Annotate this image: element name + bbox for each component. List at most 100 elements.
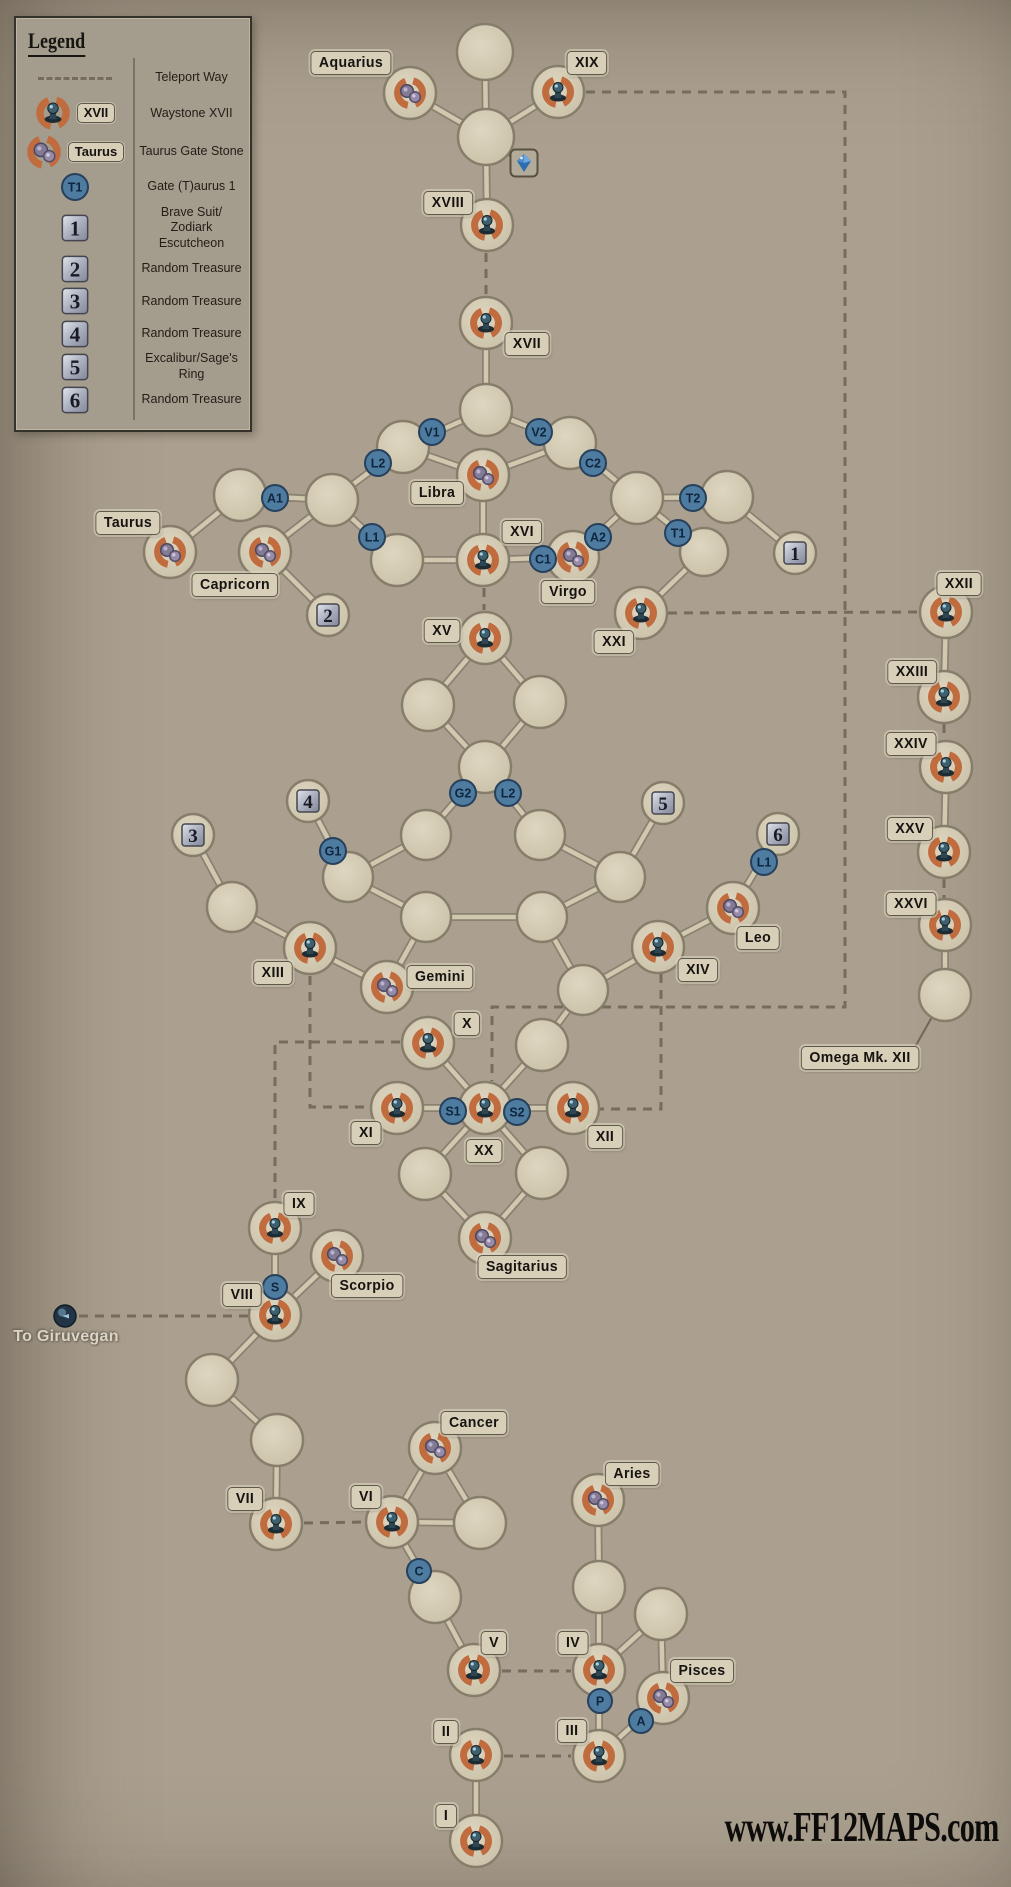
teleport-ways: [79, 90, 946, 1758]
map-label-scorpio: Scorpio: [330, 1274, 404, 1298]
map-label-xv: XV: [423, 619, 461, 643]
treasure-6: 6: [755, 811, 801, 857]
map-label-xxvi: XXVI: [885, 892, 937, 916]
map-label-taurus: Taurus: [95, 511, 161, 535]
map-label-x: X: [453, 1012, 481, 1036]
waystone-tag: XVII: [76, 103, 116, 124]
waystone-II: [448, 1727, 504, 1783]
gate-badge-C2: C2: [579, 449, 607, 477]
junction-node: [397, 1146, 453, 1202]
junction-node: [609, 470, 665, 526]
gate-badge-G2: G2: [449, 779, 477, 807]
map-label-gemini: Gemini: [406, 965, 474, 989]
waystone-V: [446, 1642, 502, 1698]
map-label-capricorn: Capricorn: [191, 573, 279, 597]
map-label-virgo: Virgo: [540, 580, 596, 604]
map-label-aries: Aries: [604, 1462, 660, 1486]
map-label-ii: II: [433, 1720, 459, 1744]
junction-node: [399, 808, 453, 862]
treasure-icon: 6: [61, 386, 88, 414]
waystone-XX: [457, 1080, 513, 1136]
gatestone-Aries: [570, 1472, 626, 1528]
svg-text:2: 2: [323, 606, 333, 627]
map-label-libra: Libra: [410, 481, 464, 505]
legend-row: 1 Brave Suit/Zodiark Escutcheon: [16, 205, 250, 252]
legend-row: Teleport Way: [16, 63, 250, 93]
treasure-1: 1: [772, 530, 818, 576]
svg-text:5: 5: [69, 355, 80, 379]
legend-row-text: Taurus Gate Stone: [139, 144, 244, 159]
map-label-xvi: XVI: [501, 520, 543, 544]
map-label-ix: IX: [283, 1192, 315, 1216]
legend-row: Taurus Taurus Gate Stone: [16, 134, 250, 170]
gate-badge-L1: L1: [358, 523, 386, 551]
gate-badge-L1: L1: [750, 848, 778, 876]
map-label-xxii: XXII: [936, 572, 982, 596]
watermark: www.FF12MAPS.com: [724, 1805, 1000, 1851]
junction-node: [400, 677, 456, 733]
legend-title: Legend: [28, 28, 86, 57]
svg-text:C2: C2: [585, 457, 601, 471]
map-label-xxi: XXI: [593, 630, 635, 654]
svg-text:2: 2: [69, 258, 80, 282]
junction-node: [407, 1569, 463, 1625]
map-label-aquarius: Aquarius: [310, 51, 392, 75]
treasure-icon: 1: [61, 214, 88, 242]
gatestone-icon: [27, 135, 61, 169]
treasure-icon: 2: [61, 255, 88, 283]
map-label-xviii: XVIII: [423, 191, 473, 215]
map-label-sagitarius: Sagitarius: [477, 1255, 567, 1279]
legend-row-text: Teleport Way: [155, 70, 228, 85]
gate-badge-T1: T1: [664, 519, 692, 547]
gatestone-Taurus: [142, 524, 198, 580]
map-label-v: V: [480, 1631, 508, 1655]
svg-text:6: 6: [773, 825, 783, 846]
junction-node: [556, 963, 610, 1017]
treasure-4: 4: [285, 778, 331, 824]
junction-node: [571, 1559, 627, 1615]
junction-node: [456, 107, 516, 167]
waystone-VI: [364, 1494, 420, 1550]
svg-text:A2: A2: [590, 531, 606, 545]
junction-node: [917, 967, 973, 1023]
gatestone-Pisces: [635, 1670, 691, 1726]
waystone-icon: [36, 97, 70, 130]
legend-row: XVII Waystone XVII: [16, 95, 250, 131]
legend-row-text: Random Treasure: [141, 261, 242, 276]
gatestone-Sagitarius: [457, 1210, 513, 1266]
junction-node: [184, 1352, 240, 1408]
gate-badge-S1: S1: [439, 1097, 467, 1125]
gate-badge-A1: A1: [261, 484, 289, 512]
waystone-XI: [369, 1080, 425, 1136]
gate-badge-V1: V1: [418, 418, 446, 446]
junction-node: [399, 890, 453, 944]
junction-node: [457, 739, 513, 795]
gate-badge-A2: A2: [584, 523, 612, 551]
map-label-xix: XIX: [566, 51, 608, 75]
legend-row: 5 Excalibur/Sage's Ring: [16, 351, 250, 382]
gatestone-Leo: [705, 880, 761, 936]
junction-node: [455, 22, 515, 82]
legend-row-text: Gate (T)aurus 1: [147, 179, 236, 194]
map-label-leo: Leo: [736, 926, 780, 950]
junction-node: [369, 532, 425, 588]
svg-text:L1: L1: [757, 856, 772, 870]
junction-node: [633, 1586, 689, 1642]
svg-text:C: C: [414, 1565, 423, 1579]
svg-text:5: 5: [658, 794, 668, 815]
gate-badge-L2: L2: [364, 449, 392, 477]
svg-text:S1: S1: [445, 1105, 460, 1119]
map-label-vi: VI: [350, 1485, 382, 1509]
junction-node: [515, 890, 569, 944]
gate-badge-A: A: [628, 1708, 654, 1734]
waystone-VII: [248, 1496, 304, 1552]
svg-text:T1: T1: [671, 527, 686, 541]
gate-badge-C: C: [406, 1558, 432, 1584]
map-label-xx: XX: [465, 1139, 503, 1163]
gatestone-Gemini: [359, 959, 415, 1015]
legend-row-text: Waystone XVII: [150, 105, 233, 120]
svg-text:S: S: [271, 1281, 279, 1295]
gate-badge-S2: S2: [503, 1098, 531, 1126]
